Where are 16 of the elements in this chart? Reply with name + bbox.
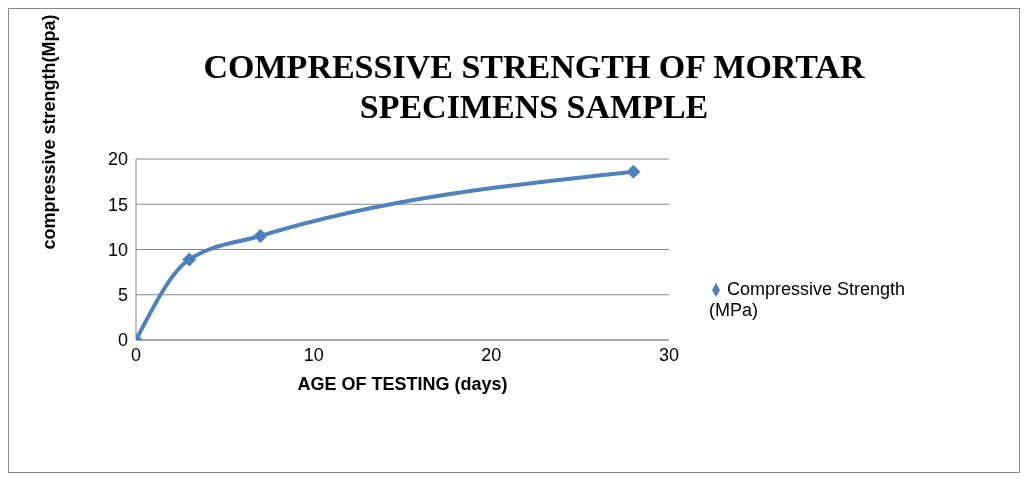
x-tick-label: 20 [481,344,502,365]
y-axis-title: compressive strength(Mpa) [39,14,60,250]
y-tick-label: 0 [117,330,128,351]
legend-label: Compressive Strength (MPa) [709,279,906,320]
y-tick-label: 5 [117,285,128,306]
x-tick-label: 30 [658,344,680,365]
y-tick-label: 10 [107,239,128,260]
x-tick-label: 10 [303,344,324,365]
x-tick-label: 0 [130,344,142,365]
point [182,252,197,267]
y-tick-label: 15 [107,194,128,215]
point [626,164,641,179]
chart-title: COMPRESSIVE STRENGTH OF MORTAR SPECIMENS SAMPLE [202,47,866,127]
y-tick-label: 20 [107,149,128,170]
x-axis-title: AGE OF TESTING (days) [297,374,508,394]
point [253,228,268,243]
